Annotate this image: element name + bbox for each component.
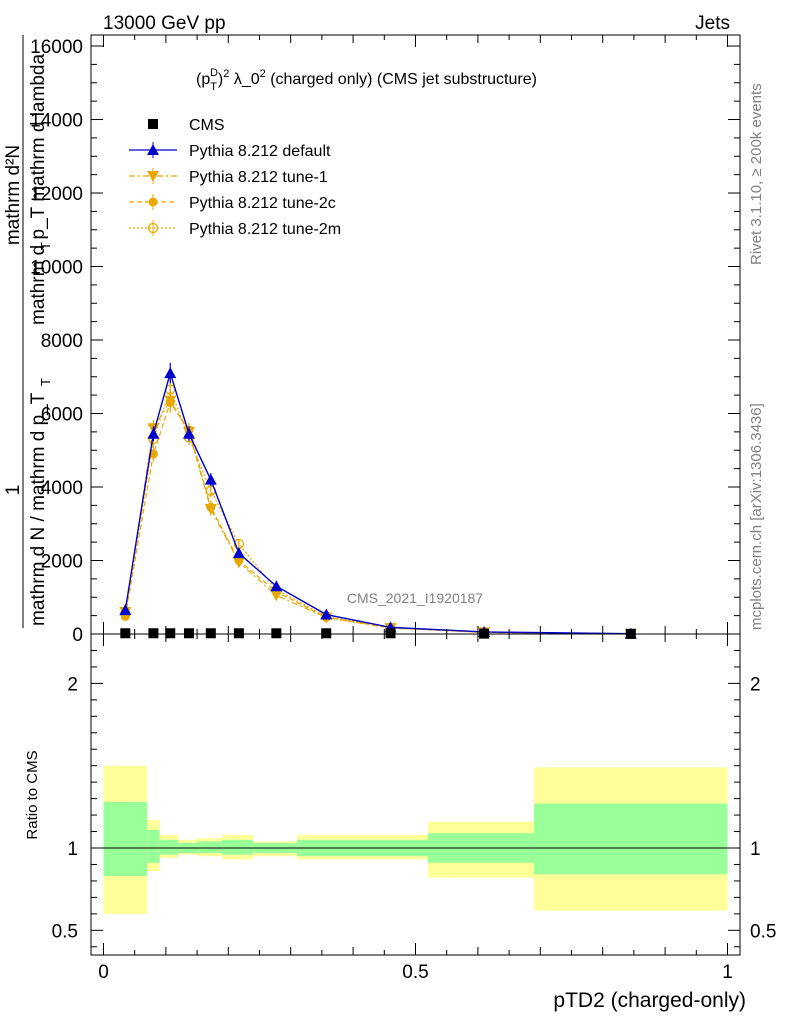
ylabel-frac1-num: 1	[3, 485, 24, 496]
ratio-ytick-label-right: 0.5	[750, 921, 776, 942]
main-ytick-label: 16000	[30, 37, 83, 58]
data-point-triangle	[147, 427, 160, 439]
data-point-triangle	[119, 604, 132, 616]
data-point-triangle	[232, 547, 245, 559]
main-ytick-label: 4000	[41, 478, 83, 499]
data-point-square	[271, 628, 282, 639]
ratio-bands	[103, 765, 728, 914]
main-y-axis: 0 2000 4000 6000 8000 10000 12000 14000 16000	[30, 37, 740, 646]
data-point-circle-open	[147, 222, 159, 234]
ylabel-frac2-den: mathrm d p_T mathrm d lambda	[28, 54, 49, 325]
ratio-band-inner	[534, 803, 728, 875]
main-ytick-label: 6000	[41, 405, 83, 426]
main-ytick-label: 14000	[30, 111, 83, 132]
data-point-triangle	[147, 144, 159, 155]
mcplots-label: mcplots.cern.ch [arXiv:1306.3436]	[748, 403, 765, 630]
ylabel-frac2-den-sub: T	[38, 242, 53, 250]
legend-label: Pythia 8.212 tune-2c	[189, 195, 336, 212]
x-axis-label: pTD2 (charged-only)	[553, 989, 746, 1012]
data-point-triangle-down	[147, 171, 159, 182]
main-ytick-label: 12000	[30, 184, 83, 205]
data-point-square	[165, 628, 176, 639]
main-panel: 0 2000 4000 6000 8000 10000 12000 14000 16000 (p…	[3, 34, 741, 646]
legend-label: Pythia 8.212 tune-1	[189, 169, 328, 186]
legend: CMS Pythia 8.212 default Pythia 8.212 tune…	[129, 117, 341, 238]
ratio-band-inner	[147, 829, 160, 863]
main-ytick-label: 8000	[41, 331, 83, 352]
data-point-triangle	[204, 473, 217, 485]
data-point-square	[205, 628, 216, 639]
header-right: Jets	[695, 13, 730, 34]
data-point-square	[385, 628, 396, 639]
data-point-triangle	[164, 367, 177, 379]
ylabel-frac1-den: mathrm d N / mathrm d p_T	[28, 392, 49, 626]
main-x-axis	[102, 35, 729, 634]
main-title: (pTD)2 λ_02 (charged only) (CMS jet subs…	[196, 67, 537, 93]
ratio-ytick-label: 2	[67, 674, 78, 695]
title-sup2: 2	[223, 68, 229, 80]
data-point-triangle-down	[164, 395, 177, 407]
ylabel-frac1-den-sub: T	[38, 378, 53, 386]
ratio-xtick-label: 0	[98, 962, 109, 983]
ratio-ytick-label: 1	[67, 839, 78, 860]
title-post: (charged only) (CMS jet substructure)	[266, 71, 537, 88]
data-point-circle	[148, 197, 158, 207]
ratio-xtick-label: 0.5	[402, 962, 428, 983]
data-point-triangle	[320, 608, 333, 620]
legend-label: Pythia 8.212 tune-2m	[189, 221, 341, 238]
ratio-band-inner	[197, 841, 223, 853]
ratio-band-inner	[222, 839, 254, 855]
ratio-y-label: Ratio to CMS	[24, 750, 41, 839]
title-lam: λ_0	[229, 71, 259, 88]
title-sup3: 2	[260, 68, 266, 80]
ratio-band-inner	[159, 839, 179, 855]
ratio-x-axis: 0 0.5 1	[98, 634, 733, 983]
ratio-ytick-label-right: 2	[750, 674, 761, 695]
data-point-square	[183, 628, 194, 639]
watermark: CMS_2021_I1920187	[347, 590, 483, 606]
legend-label: CMS	[189, 117, 225, 134]
rivet-label: Rivet 3.1.10, ≥ 200k events	[748, 83, 765, 265]
title-sub1: T	[210, 81, 217, 93]
ratio-band-inner	[103, 801, 148, 876]
ratio-panel: 0.5 0.51 12 2 0 0.5 1 Ratio to CMS pTD2 (char…	[24, 633, 776, 1012]
main-y-label: 1 mathrm d N / mathrm d p_T T mathrm d²N…	[3, 35, 53, 628]
main-ytick-label: 10000	[30, 258, 83, 279]
ylabel-frac2-num: mathrm d²N	[3, 145, 24, 245]
data-point-square	[321, 628, 332, 639]
data-point-triangle-down	[232, 557, 245, 569]
title-pre: (p	[196, 71, 210, 88]
data-point-square	[148, 119, 158, 129]
ratio-ytick-label: 0.5	[52, 921, 78, 942]
data-point-triangle	[270, 580, 283, 592]
data-point-square	[233, 628, 244, 639]
title-sup1: D	[210, 67, 218, 79]
data-point-triangle	[182, 427, 195, 439]
main-ytick-label: 0	[72, 625, 83, 646]
data-point-square	[120, 628, 131, 639]
main-marks	[119, 362, 637, 640]
main-ytick-label: 2000	[41, 552, 83, 573]
data-point-square	[148, 628, 159, 639]
header-left: 13000 GeV pp	[103, 13, 226, 34]
ratio-y-axis: 0.5 0.5 1 1 2 2	[52, 649, 776, 948]
data-point-triangle-down	[270, 590, 283, 602]
title-mid: )	[218, 71, 223, 88]
ratio-ytick-label-right: 1	[750, 839, 761, 860]
ratio-xtick-label: 1	[722, 962, 733, 983]
legend-label: Pythia 8.212 default	[189, 143, 331, 160]
data-point-triangle-down	[204, 504, 217, 516]
